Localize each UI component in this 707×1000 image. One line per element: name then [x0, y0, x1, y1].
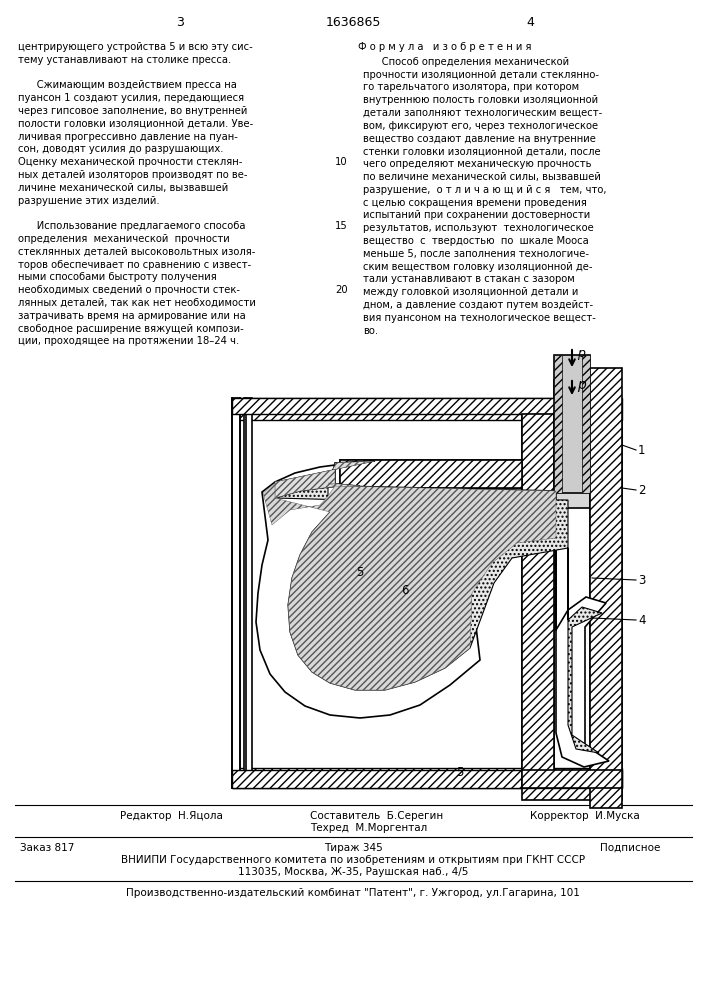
- Text: прочности изоляционной детали стеклянно-: прочности изоляционной детали стеклянно-: [363, 70, 599, 80]
- Polygon shape: [263, 483, 556, 690]
- Polygon shape: [256, 461, 609, 767]
- Text: лянных деталей, так как нет необходимости: лянных деталей, так как нет необходимост…: [18, 298, 256, 308]
- Polygon shape: [275, 461, 375, 498]
- Bar: [522, 414, 554, 788]
- Text: центрирующего устройства 5 и всю эту сис-: центрирующего устройства 5 и всю эту сис…: [18, 42, 252, 52]
- Text: 15: 15: [335, 221, 348, 231]
- Text: стенки головки изоляционной детали, после: стенки головки изоляционной детали, посл…: [363, 146, 601, 156]
- Text: разрушение,  о т л и ч а ю щ и й с я   тем, что,: разрушение, о т л и ч а ю щ и й с я тем,…: [363, 185, 607, 195]
- Text: чего определяют механическую прочность: чего определяют механическую прочность: [363, 159, 592, 169]
- Text: 3: 3: [176, 15, 184, 28]
- Bar: [554, 380, 590, 410]
- Text: вия пуансоном на технологическое вещест-: вия пуансоном на технологическое вещест-: [363, 313, 596, 323]
- Bar: [232, 398, 240, 788]
- Text: вещество создают давление на внутренние: вещество создают давление на внутренние: [363, 134, 596, 144]
- Bar: [232, 768, 622, 788]
- Text: пуансон 1 создают усилия, передающиеся: пуансон 1 создают усилия, передающиеся: [18, 93, 244, 103]
- Bar: [340, 460, 522, 488]
- Text: Сжимающим воздействием пресса на: Сжимающим воздействием пресса на: [18, 80, 237, 90]
- Text: Способ определения механической: Способ определения механической: [363, 57, 569, 67]
- Text: разрушение этих изделий.: разрушение этих изделий.: [18, 196, 160, 206]
- Text: Редактор  Н.Яцола: Редактор Н.Яцола: [120, 811, 223, 821]
- Polygon shape: [275, 461, 375, 498]
- Text: затрачивать время на армирование или на: затрачивать время на армирование или на: [18, 311, 246, 321]
- Bar: [554, 355, 562, 493]
- Text: 5: 5: [356, 566, 363, 578]
- Text: Использование предлагаемого способа: Использование предлагаемого способа: [18, 221, 245, 231]
- Text: с целью сокращения времени проведения: с целью сокращения времени проведения: [363, 198, 587, 208]
- Text: 6: 6: [402, 584, 409, 596]
- Text: p: p: [577, 347, 585, 360]
- Text: 1: 1: [638, 444, 645, 456]
- Text: 2: 2: [638, 484, 645, 496]
- Text: полости головки изоляционной детали. Уве-: полости головки изоляционной детали. Уве…: [18, 119, 253, 129]
- Text: тему устанавливают на столике пресса.: тему устанавливают на столике пресса.: [18, 55, 231, 65]
- Text: между головкой изоляционной детали и: между головкой изоляционной детали и: [363, 287, 578, 297]
- Text: 20: 20: [335, 285, 348, 295]
- Bar: [522, 775, 622, 800]
- Text: Заказ 817: Заказ 817: [20, 843, 74, 853]
- Text: стеклянных деталей высоковольтных изоля-: стеклянных деталей высоковольтных изоля-: [18, 247, 255, 257]
- Text: 113035, Москва, Ж-35, Раушская наб., 4/5: 113035, Москва, Ж-35, Раушская наб., 4/5: [238, 867, 468, 877]
- Bar: [232, 398, 622, 420]
- Text: 1636865: 1636865: [325, 15, 380, 28]
- Text: ским веществом головку изоляционной де-: ским веществом головку изоляционной де-: [363, 262, 592, 272]
- Bar: [522, 410, 554, 775]
- Bar: [582, 355, 590, 493]
- Text: во.: во.: [363, 326, 378, 336]
- Bar: [232, 398, 582, 414]
- Text: Оценку механической прочности стеклян-: Оценку механической прочности стеклян-: [18, 157, 243, 167]
- Text: определения  механической  прочности: определения механической прочности: [18, 234, 230, 244]
- Text: внутреннюю полость головки изоляционной: внутреннюю полость головки изоляционной: [363, 95, 598, 105]
- Text: детали заполняют технологическим вещест-: детали заполняют технологическим вещест-: [363, 108, 602, 118]
- Text: Производственно-издательский комбинат "Патент", г. Ужгород, ул.Гагарина, 101: Производственно-издательский комбинат "П…: [126, 888, 580, 898]
- Text: p: p: [577, 378, 586, 392]
- Bar: [554, 355, 590, 493]
- Text: необходимых сведений о прочности стек-: необходимых сведений о прочности стек-: [18, 285, 240, 295]
- Text: меньше 5, после заполнения технологиче-: меньше 5, после заполнения технологиче-: [363, 249, 589, 259]
- Text: через гипсовое заполнение, во внутренней: через гипсовое заполнение, во внутренней: [18, 106, 247, 116]
- Bar: [232, 770, 622, 788]
- Text: вещество  с  твердостью  по  шкале Мооса: вещество с твердостью по шкале Мооса: [363, 236, 589, 246]
- Text: 4: 4: [526, 15, 534, 28]
- Text: 10: 10: [335, 157, 348, 167]
- Text: ВНИИПИ Государственного комитета по изобретениям и открытиям при ГКНТ СССР: ВНИИПИ Государственного комитета по изоб…: [121, 855, 585, 865]
- Text: торов обеспечивает по сравнению с извест-: торов обеспечивает по сравнению с извест…: [18, 260, 251, 270]
- Bar: [522, 770, 622, 788]
- Text: результатов, используют  технологическое: результатов, используют технологическое: [363, 223, 594, 233]
- Bar: [232, 398, 622, 788]
- Text: Тираж 345: Тираж 345: [324, 843, 382, 853]
- Text: сон, доводят усилия до разрушающих.: сон, доводят усилия до разрушающих.: [18, 144, 223, 154]
- Text: испытаний при сохранении достоверности: испытаний при сохранении достоверности: [363, 210, 590, 220]
- Text: 3: 3: [638, 574, 645, 586]
- Text: вом, фиксируют его, через технологическое: вом, фиксируют его, через технологическо…: [363, 121, 598, 131]
- Bar: [554, 410, 590, 508]
- Text: по величине механической силы, вызвавшей: по величине механической силы, вызвавшей: [363, 172, 601, 182]
- Text: 5: 5: [456, 766, 464, 778]
- Text: Корректор  И.Муска: Корректор И.Муска: [530, 811, 640, 821]
- Polygon shape: [275, 483, 602, 753]
- Text: Составитель  Б.Серегин: Составитель Б.Серегин: [310, 811, 443, 821]
- Text: го тарельчатого изолятора, при котором: го тарельчатого изолятора, при котором: [363, 82, 579, 92]
- Bar: [590, 410, 622, 775]
- Text: тали устанавливают в стакан с зазором: тали устанавливают в стакан с зазором: [363, 274, 575, 284]
- Bar: [590, 368, 622, 808]
- Bar: [340, 460, 622, 488]
- Text: Подписное: Подписное: [600, 843, 660, 853]
- Text: Ф о р м у л а   и з о б р е т е н и я: Ф о р м у л а и з о б р е т е н и я: [358, 42, 532, 52]
- Text: Техред  М.Моргентал: Техред М.Моргентал: [310, 823, 427, 833]
- Text: ных деталей изоляторов производят по ве-: ных деталей изоляторов производят по ве-: [18, 170, 247, 180]
- Text: личивая прогрессивно давление на пуан-: личивая прогрессивно давление на пуан-: [18, 132, 238, 142]
- Text: личине механической силы, вызвавшей: личине механической силы, вызвавшей: [18, 183, 228, 193]
- Bar: [244, 398, 252, 788]
- Text: ными способами быстроту получения: ными способами быстроту получения: [18, 272, 217, 282]
- Text: свободное расширение вяжущей компози-: свободное расширение вяжущей компози-: [18, 324, 244, 334]
- Text: 4: 4: [638, 613, 645, 626]
- Text: дном, а давление создают путем воздейст-: дном, а давление создают путем воздейст-: [363, 300, 593, 310]
- Text: ции, проходящее на протяжении 18–24 ч.: ции, проходящее на протяжении 18–24 ч.: [18, 336, 239, 346]
